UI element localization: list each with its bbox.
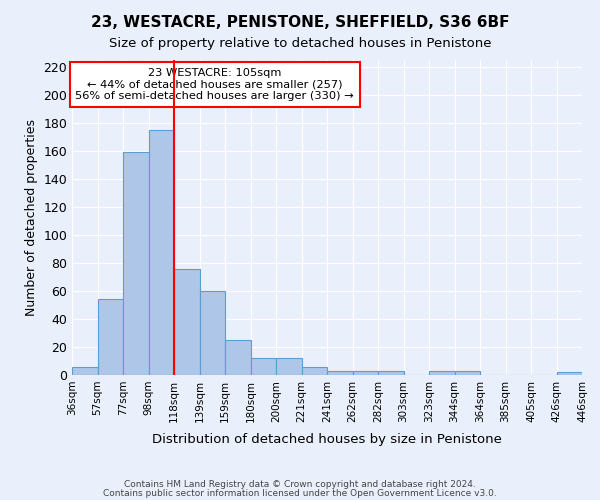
Bar xyxy=(353,371,378,375)
Text: Size of property relative to detached houses in Penistone: Size of property relative to detached ho… xyxy=(109,38,491,51)
Bar xyxy=(251,358,276,375)
Bar xyxy=(327,371,353,375)
Bar xyxy=(72,366,97,375)
Bar xyxy=(97,300,123,375)
X-axis label: Distribution of detached houses by size in Penistone: Distribution of detached houses by size … xyxy=(152,433,502,446)
Bar xyxy=(123,152,149,375)
Bar xyxy=(199,291,225,375)
Y-axis label: Number of detached properties: Number of detached properties xyxy=(25,119,38,316)
Bar xyxy=(174,268,199,375)
Bar xyxy=(429,371,455,375)
Text: Contains public sector information licensed under the Open Government Licence v3: Contains public sector information licen… xyxy=(103,489,497,498)
Bar xyxy=(378,371,404,375)
Bar xyxy=(557,372,582,375)
Text: 23 WESTACRE: 105sqm
← 44% of detached houses are smaller (257)
56% of semi-detac: 23 WESTACRE: 105sqm ← 44% of detached ho… xyxy=(76,68,354,101)
Bar xyxy=(302,366,327,375)
Text: Contains HM Land Registry data © Crown copyright and database right 2024.: Contains HM Land Registry data © Crown c… xyxy=(124,480,476,489)
Bar xyxy=(276,358,302,375)
Bar xyxy=(149,130,174,375)
Bar xyxy=(225,340,251,375)
Text: 23, WESTACRE, PENISTONE, SHEFFIELD, S36 6BF: 23, WESTACRE, PENISTONE, SHEFFIELD, S36 … xyxy=(91,15,509,30)
Bar xyxy=(455,371,480,375)
